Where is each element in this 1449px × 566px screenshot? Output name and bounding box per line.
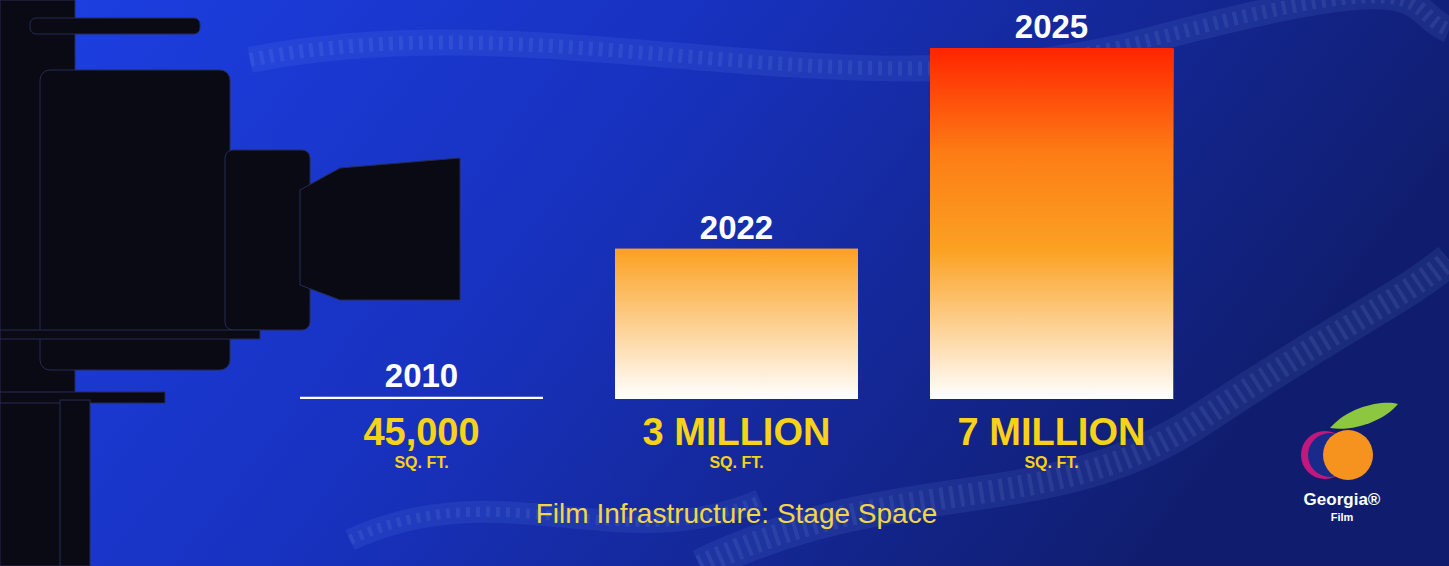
- title: Film Infrastructure: Stage Space: [536, 498, 938, 529]
- value-label: 7 MILLION: [958, 411, 1146, 453]
- chart: 201045,000SQ. FT.20223 MILLIONSQ. FT.202…: [0, 0, 1449, 566]
- camera-rod: [0, 330, 260, 339]
- film-strip-holes: [250, 0, 1449, 69]
- camera: [0, 0, 460, 566]
- y-axis-line: [1173, 49, 1174, 400]
- background: [0, 0, 1449, 566]
- labels: 201045,000SQ. FT.20223 MILLIONSQ. FT.202…: [363, 8, 1145, 529]
- value-label: 45,000: [363, 411, 479, 453]
- logo-text: Georgia®: [1304, 490, 1381, 509]
- bar: [930, 48, 1173, 399]
- film-strip: [250, 0, 1449, 69]
- unit-label: SQ. FT.: [1024, 454, 1078, 471]
- logo-leaf: [1330, 403, 1398, 429]
- category-label: 2010: [385, 357, 458, 394]
- camera-body: [40, 70, 230, 370]
- value-label: 3 MILLION: [643, 411, 831, 453]
- bar: [300, 397, 543, 399]
- film-strip-decoration: [250, 0, 1449, 566]
- logo: Georgia® Film: [1301, 403, 1398, 523]
- bar: [615, 249, 858, 399]
- logo-subtext: Film: [1331, 511, 1354, 523]
- logo-peach: [1323, 430, 1373, 480]
- camera-leg: [60, 400, 90, 566]
- camera-mattebox: [300, 158, 460, 300]
- unit-label: SQ. FT.: [394, 454, 448, 471]
- category-label: 2025: [1015, 8, 1088, 45]
- bars: [300, 48, 1173, 399]
- camera-handle: [30, 18, 200, 34]
- unit-label: SQ. FT.: [709, 454, 763, 471]
- category-label: 2022: [700, 209, 773, 246]
- camera-lens: [225, 150, 310, 330]
